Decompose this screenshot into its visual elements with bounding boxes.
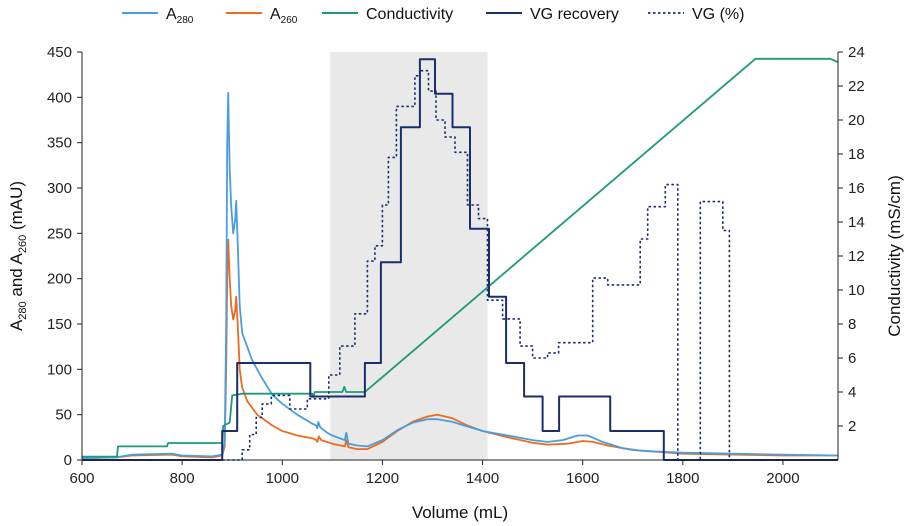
y-right-tick-label: 18 <box>848 146 865 163</box>
y-left-tick-label: 100 <box>47 361 72 378</box>
y-right-tick-label: 20 <box>848 112 865 129</box>
y-right-tick-label: 14 <box>848 214 865 231</box>
x-tick-label: 1000 <box>266 470 299 487</box>
y-left-ticks: 0 50 100 150 200 250 300 350 400 450 <box>47 44 82 469</box>
y-left-title-sub1: 280 <box>17 301 29 319</box>
legend-label-main: A <box>270 6 281 23</box>
y-left-tick-label: 450 <box>47 44 72 61</box>
y-right-tick-label: 16 <box>848 180 865 197</box>
y-left-tick-label: 250 <box>47 225 72 242</box>
y-left-axis-title: A280 and A260 (mAU) <box>7 181 29 331</box>
series-line-vg-recovery <box>82 58 838 461</box>
y-right-tick-label: 6 <box>848 350 856 367</box>
y-left-title-sub2: 260 <box>17 235 29 253</box>
x-tick-label: 1200 <box>366 470 399 487</box>
y-right-tick-label: 22 <box>848 78 865 95</box>
legend-label-sub: 260 <box>281 15 298 26</box>
series-line-a280 <box>81 91 839 460</box>
y-left-tick-label: 50 <box>55 407 72 424</box>
legend-label-main: A <box>166 6 177 23</box>
x-tick-label: 2000 <box>766 470 799 487</box>
y-left-tick-label: 150 <box>47 316 72 333</box>
y-right-tick-label: 24 <box>848 44 865 61</box>
legend-label: A280 <box>166 6 194 26</box>
y-right-tick-label: 12 <box>848 248 865 265</box>
y-left-tick-label: 300 <box>47 180 72 197</box>
y-right-tick-label: 8 <box>848 316 856 333</box>
x-tick-label: 1600 <box>566 470 599 487</box>
shaded-region <box>330 52 488 460</box>
y-right-tick-label: 2 <box>848 418 856 435</box>
y-left-tick-label: 0 <box>64 452 72 469</box>
y-left-title-mid: and A <box>7 252 26 301</box>
x-tick-label: 1800 <box>666 470 699 487</box>
y-left-tick-label: 200 <box>47 271 72 288</box>
x-tick-label: 1400 <box>466 470 499 487</box>
y-left-title-tail: (mAU) <box>7 181 26 235</box>
legend-label: A260 <box>270 6 298 26</box>
y-right-tick-label: 4 <box>848 384 856 401</box>
y-right-tick-label: 10 <box>848 282 865 299</box>
x-tick-label: 600 <box>69 470 94 487</box>
y-left-title-main: A <box>7 319 26 331</box>
series-line-conductivity <box>82 57 839 458</box>
x-axis-title: Volume (mL) <box>412 503 508 522</box>
series-layer <box>81 57 839 461</box>
legend-label-sub: 280 <box>177 15 194 26</box>
y-left-tick-label: 350 <box>47 135 72 152</box>
x-ticks: 600 800 1000 1200 1400 1600 1800 2000 <box>69 460 800 487</box>
y-right-axis-title: Conductivity (mS/cm) <box>885 175 904 337</box>
legend-label: VG recovery <box>530 6 619 23</box>
series-line-vg <box>222 69 838 461</box>
legend-label: Conductivity <box>366 6 453 23</box>
legend-label: VG (%) <box>692 6 744 23</box>
x-tick-label: 800 <box>170 470 195 487</box>
y-left-tick-label: 400 <box>47 89 72 106</box>
legend: A280 A260 Conductivity VG recovery VG (%) <box>122 6 744 26</box>
